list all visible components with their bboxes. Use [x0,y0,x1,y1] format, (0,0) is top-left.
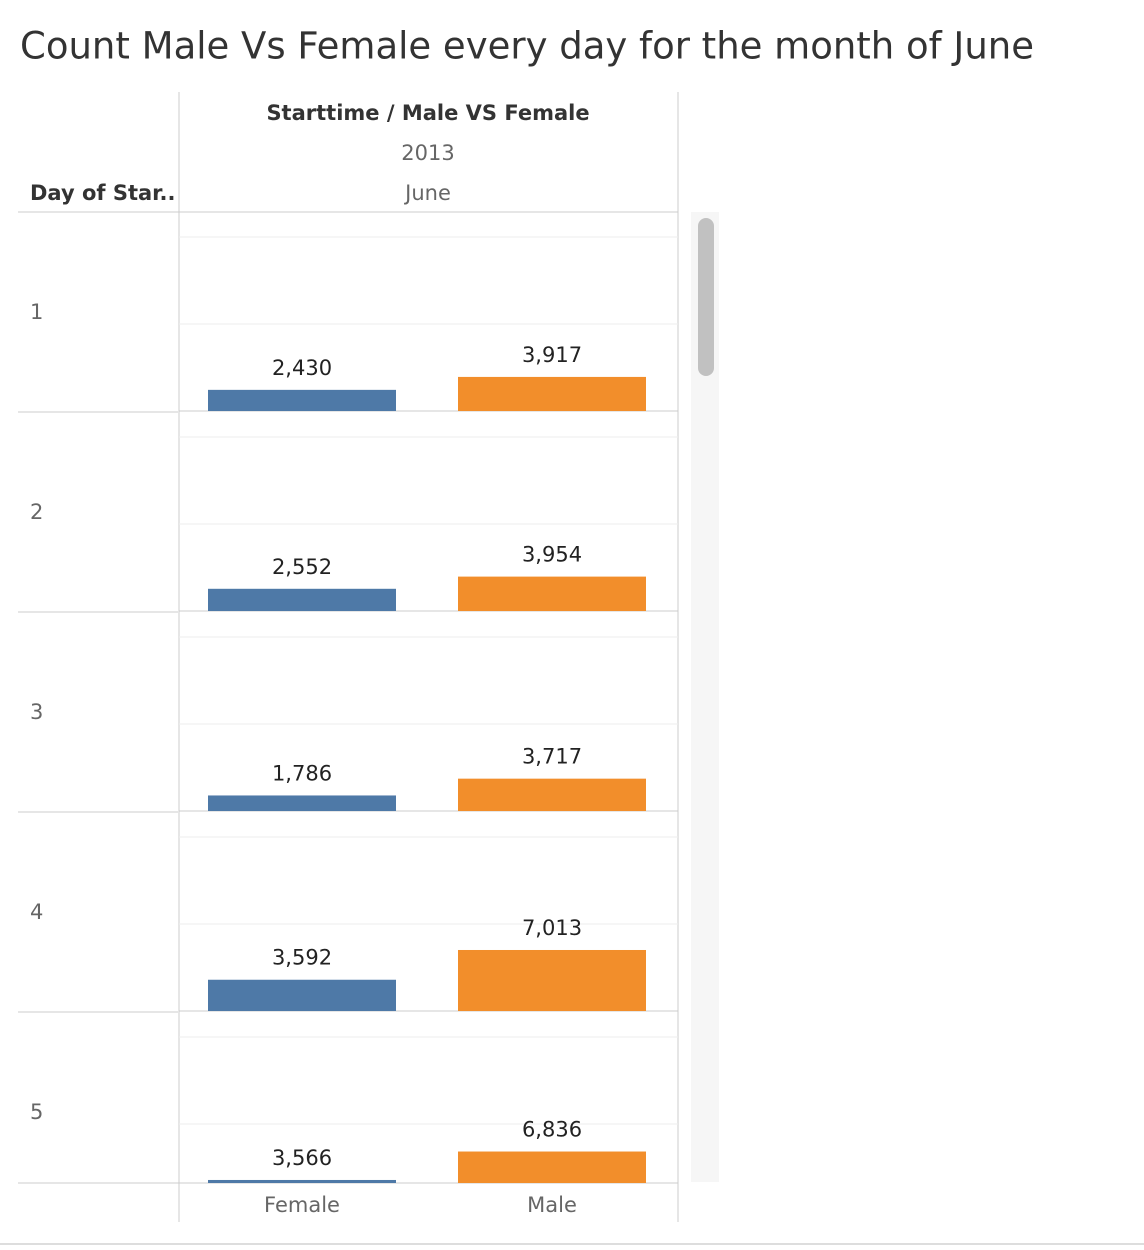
column-header: Starttime / Male VS Female [266,101,589,125]
scrollbar-thumb[interactable] [698,218,714,376]
value-label: 3,566 [272,1146,332,1170]
value-label: 3,917 [522,343,582,367]
bar [458,949,646,1011]
month-header: June [403,181,451,205]
bar [208,389,396,411]
value-label: 3,592 [272,946,332,970]
value-label: 6,836 [522,1118,582,1142]
value-label: 2,552 [272,555,332,579]
year-header: 2013 [401,141,454,165]
value-label: 3,954 [522,543,582,567]
bar [458,576,646,611]
bar [458,778,646,811]
row-label: 3 [30,700,43,724]
x-tick-label: Female [264,1193,340,1217]
chart-title: Count Male Vs Female every day for the m… [20,25,1034,68]
row-label: 2 [30,500,43,524]
rows: 1 2,430 3,917 2 2,552 3,954 3 1,786 3,717 4 3,592 7… [18,236,678,1183]
row-header: Day of Star.. [30,181,175,205]
bar [208,979,396,1011]
row-label: 5 [30,1100,43,1124]
value-label: 1,786 [272,761,332,785]
row-label: 4 [30,900,43,924]
bar [458,1151,646,1183]
bar [208,795,396,811]
bar [208,588,396,611]
value-label: 2,430 [272,356,332,380]
row-label: 1 [30,300,43,324]
x-tick-label: Male [527,1193,577,1217]
bar [458,376,646,411]
value-label: 3,717 [522,745,582,769]
value-label: 7,013 [522,916,582,940]
bar [208,1179,396,1183]
